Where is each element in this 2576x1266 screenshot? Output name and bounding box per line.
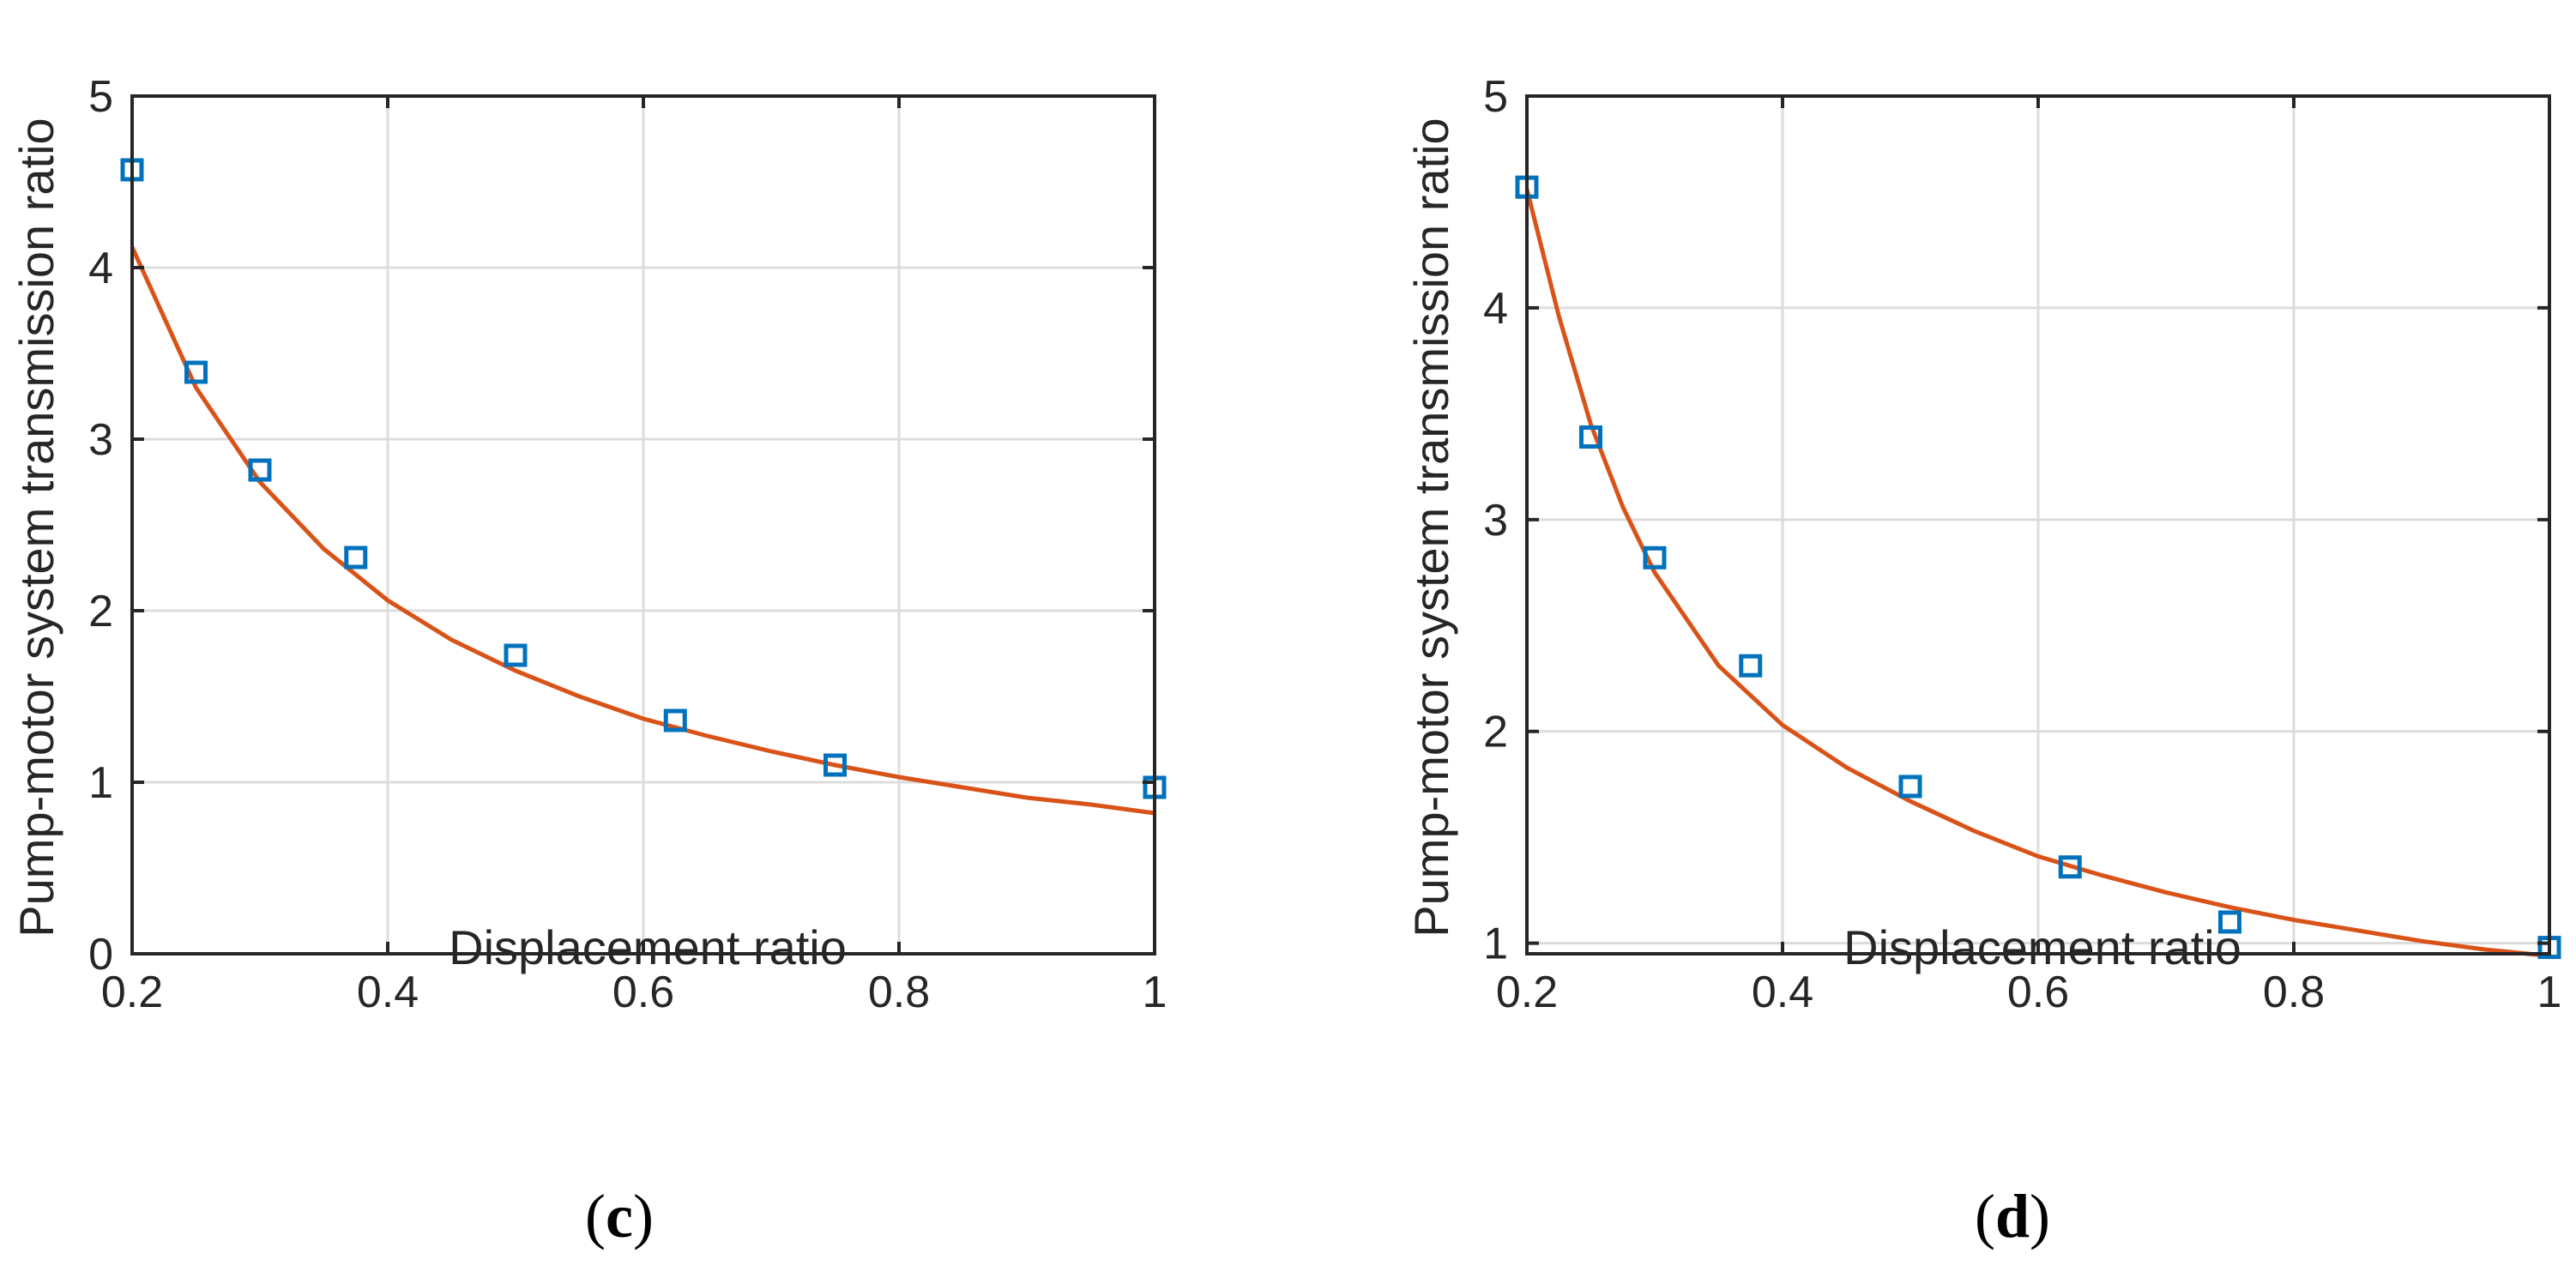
x-tick-label: 1 — [2537, 968, 2562, 1017]
data-point-marker — [1579, 425, 1602, 449]
x-tick-label: 0.6 — [612, 968, 674, 1017]
y-tick-label: 4 — [1483, 284, 1508, 334]
data-point-marker — [2058, 855, 2082, 879]
panel-c-label: (c) — [585, 1182, 654, 1251]
data-point-marker — [184, 360, 208, 384]
x-tick-label: 0.4 — [357, 968, 419, 1017]
data-point-marker — [1739, 654, 1763, 678]
x-tick-label: 1 — [1143, 968, 1167, 1017]
data-point-marker — [1898, 775, 1922, 799]
y-tick-label: 3 — [88, 415, 113, 465]
y-tick-label: 1 — [1483, 919, 1508, 969]
data-point-marker — [2218, 910, 2241, 934]
fit-curve — [130, 245, 1155, 816]
y-tick-label: 2 — [1483, 708, 1508, 757]
panel-d-y-axis-label: Pump-motor system transmission ratio — [1404, 118, 1458, 937]
panel-c-chart: 0.2 0.4 0.6 0.8 1 0 1 2 3 4 5 Displacement ratio P… — [9, 72, 1167, 1251]
y-tick-label: 4 — [88, 244, 113, 293]
y-tick-label: 0 — [88, 930, 113, 980]
x-tick-label: 0.4 — [1752, 968, 1813, 1017]
panel-d-label: (d) — [1975, 1182, 2050, 1251]
panel-c-ticks: 0.2 0.4 0.6 0.8 1 0 1 2 3 4 5 — [88, 72, 1167, 1017]
panel-d-chart: 0.2 0.4 0.6 0.8 1 1 2 3 4 5 Displacement ratio Pu… — [1404, 72, 2561, 1251]
data-point-marker — [1643, 546, 1667, 570]
x-tick-label: 0.2 — [101, 968, 163, 1017]
x-tick-label: 0.8 — [2263, 968, 2325, 1017]
y-tick-label: 2 — [88, 587, 113, 636]
fit-curve — [1524, 188, 2550, 958]
x-tick-label: 0.2 — [1496, 968, 1558, 1017]
panel-c-x-axis-label: Displacement ratio — [449, 920, 847, 974]
data-point-marker — [248, 458, 272, 482]
x-tick-label: 0.8 — [868, 968, 930, 1017]
data-point-marker — [504, 643, 528, 667]
x-tick-label: 0.6 — [2007, 968, 2069, 1017]
panel-d-x-axis-label: Displacement ratio — [1843, 920, 2241, 974]
y-tick-label: 1 — [88, 758, 113, 808]
data-point-marker — [344, 546, 368, 570]
panel-c-y-axis-label: Pump-motor system transmission ratio — [9, 118, 63, 937]
y-tick-label: 5 — [1483, 72, 1508, 122]
y-tick-label: 3 — [1483, 496, 1508, 546]
panel-d-ticks: 0.2 0.4 0.6 0.8 1 1 2 3 4 5 — [1483, 72, 2561, 1017]
data-point-marker — [823, 753, 847, 777]
y-tick-label: 5 — [88, 72, 113, 122]
data-point-marker — [663, 708, 687, 732]
